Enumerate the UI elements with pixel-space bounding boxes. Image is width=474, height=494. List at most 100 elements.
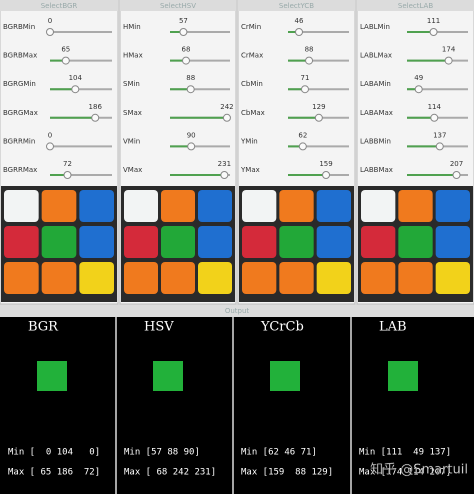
cube-sticker xyxy=(242,226,277,258)
slider-thumb[interactable] xyxy=(414,85,423,94)
slider-thumb[interactable] xyxy=(430,113,439,122)
cube-sticker xyxy=(198,226,232,258)
watermark: 知乎 @Smartuil xyxy=(370,462,468,478)
mask-result xyxy=(270,361,300,391)
slider-label: VMin xyxy=(123,137,140,145)
slider-thumb[interactable] xyxy=(61,56,70,65)
cube-sticker xyxy=(279,262,314,294)
slider-thumb[interactable] xyxy=(322,171,331,179)
window-title: SelectYCB xyxy=(279,2,314,10)
cube-sticker xyxy=(398,262,433,294)
slider-label: CbMin xyxy=(241,80,263,88)
slider-thumb[interactable] xyxy=(435,142,444,151)
slider-label: LABAMax xyxy=(360,109,393,117)
slider-value: 88 xyxy=(305,46,314,54)
window-title: SelectBGR xyxy=(41,2,78,10)
slider-value: 242 xyxy=(220,103,233,111)
window-title: SelectHSV xyxy=(160,2,196,10)
slider-value: 57 xyxy=(179,17,188,25)
slider-thumb[interactable] xyxy=(91,113,100,122)
slider-label: BGRRMin xyxy=(3,137,35,145)
slider-thumb[interactable] xyxy=(182,56,190,65)
cube-sticker xyxy=(279,226,314,258)
slider-thumb[interactable] xyxy=(429,28,438,36)
slider-thumb[interactable] xyxy=(452,171,461,179)
slider-thumb[interactable] xyxy=(222,113,231,122)
slider-thumb[interactable] xyxy=(444,56,453,65)
slider-thumb[interactable] xyxy=(298,142,307,151)
slider-label: BGRGMax xyxy=(3,109,38,117)
slider-thumb[interactable] xyxy=(186,85,195,94)
output-title-bar xyxy=(0,304,474,317)
cube-sticker xyxy=(398,226,433,258)
min-values: Min [62 46 71] xyxy=(241,448,317,458)
cube-sticker xyxy=(41,262,77,294)
slider-label: CrMax xyxy=(241,52,263,60)
slider-label: VMax xyxy=(123,166,142,174)
section-label: YCrCb xyxy=(260,320,304,335)
cube-sticker xyxy=(242,262,277,294)
cube-sticker xyxy=(361,226,396,258)
cube-sticker xyxy=(279,190,314,222)
slider-label: BGRRMax xyxy=(3,166,37,174)
slider-thumb[interactable] xyxy=(46,142,54,151)
slider-thumb[interactable] xyxy=(63,171,72,179)
cube-sticker xyxy=(124,190,158,222)
cube-sticker xyxy=(198,262,232,294)
mask-result xyxy=(37,361,67,391)
slider-thumb[interactable] xyxy=(187,142,196,151)
cube-sticker xyxy=(41,190,77,222)
slider-thumb[interactable] xyxy=(179,28,188,36)
slider-label: SMin xyxy=(123,80,140,88)
slider-thumb[interactable] xyxy=(314,113,323,122)
slider-value: 137 xyxy=(433,131,446,139)
slider-label: SMax xyxy=(123,109,142,117)
window-title-bar xyxy=(120,0,236,11)
slider-thumb[interactable] xyxy=(220,171,229,179)
window-title: SelectLAB xyxy=(398,2,433,10)
max-values: Max [159 88 129] xyxy=(241,468,333,478)
slider-value: 114 xyxy=(428,103,442,111)
slider-label: LABLMax xyxy=(360,52,392,60)
cube-sticker xyxy=(41,226,77,258)
slider-label: LABBMax xyxy=(360,166,393,174)
slider-label: HMax xyxy=(123,52,143,60)
cube-sticker xyxy=(316,262,351,294)
cube-sticker xyxy=(435,190,470,222)
slider-thumb[interactable] xyxy=(71,85,80,94)
slider-value: 90 xyxy=(187,131,196,139)
cube-sticker xyxy=(161,262,195,294)
slider-value: 71 xyxy=(301,74,310,82)
cube-sticker xyxy=(79,190,114,222)
slider-label: LABAMin xyxy=(360,80,391,88)
min-values: Min [ 0 104 0] xyxy=(8,448,100,458)
slider-thumb[interactable] xyxy=(305,56,314,65)
slider-label: LABLMin xyxy=(360,23,390,31)
slider-value: 65 xyxy=(61,46,70,54)
max-values: Max [ 68 242 231] xyxy=(124,468,216,478)
cube-sticker xyxy=(242,190,277,222)
slider-label: LABBMin xyxy=(360,137,391,145)
slider-label: HMin xyxy=(123,23,141,31)
cube-sticker xyxy=(316,190,351,222)
mask-result xyxy=(388,361,418,391)
slider-thumb[interactable] xyxy=(295,28,304,36)
slider-thumb[interactable] xyxy=(46,28,54,36)
cube-sticker xyxy=(435,226,470,258)
slider-thumb[interactable] xyxy=(300,85,309,94)
slider-label: BGRBMin xyxy=(3,23,35,31)
slider-value: 68 xyxy=(182,46,191,54)
output-canvas xyxy=(0,317,474,494)
slider-label: CrMin xyxy=(241,23,261,31)
slider-value: 0 xyxy=(48,17,52,25)
cube-sticker xyxy=(398,190,433,222)
min-values: Min [111 49 137] xyxy=(359,448,451,458)
output-title: Output xyxy=(225,307,250,315)
cube-sticker xyxy=(79,262,114,294)
cube-sticker xyxy=(124,226,158,258)
cube-sticker xyxy=(4,190,39,222)
section-label: BGR xyxy=(28,320,59,335)
slider-value: 62 xyxy=(298,131,307,139)
slider-value: 186 xyxy=(89,103,103,111)
